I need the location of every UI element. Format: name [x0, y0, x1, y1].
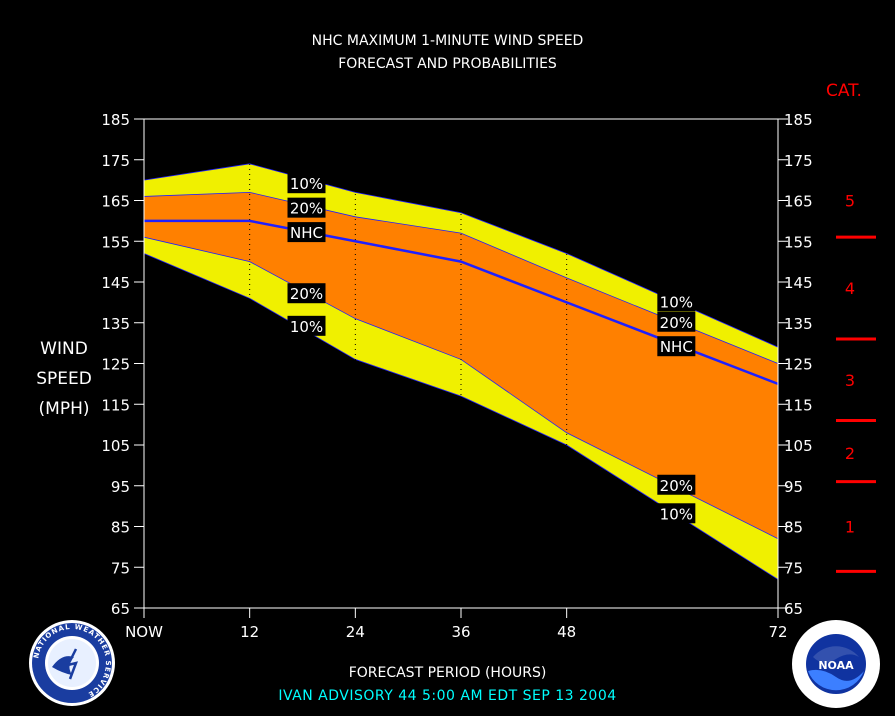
category-label: 4 [845, 279, 855, 298]
y-tick-label-left: 85 [111, 519, 130, 537]
y-tick-label-left: 115 [101, 396, 130, 414]
ylabel-line2: SPEED [36, 369, 92, 389]
y-tick-label-right: 65 [784, 600, 803, 618]
y-tick-label-right: 115 [784, 396, 813, 414]
ylabel-line3: (MPH) [38, 399, 90, 419]
y-tick-label-right: 95 [784, 478, 803, 496]
y-tick-label-right: 165 [784, 193, 813, 211]
annotation-box [287, 173, 326, 194]
y-tick-label-right: 135 [784, 315, 813, 333]
y-tick-label-left: 75 [111, 559, 130, 577]
annotation-label: 20% [290, 200, 323, 218]
annotation-label: 10% [660, 505, 693, 523]
annotation-label: 10% [290, 175, 323, 193]
noaa-logo-text: NOAA [818, 659, 854, 672]
y-tick-label-left: 175 [101, 152, 130, 170]
boundary-upper-10 [143, 163, 779, 348]
ylabel-line1: WIND [40, 339, 88, 359]
chart-subtitle: FORECAST AND PROBABILITIES [338, 56, 557, 72]
annotation-box [657, 503, 696, 524]
y-tick-label-left: 165 [101, 193, 130, 211]
boundary-upper-20 [143, 191, 779, 364]
annotation-label: 20% [660, 314, 693, 332]
boundary-lower-10 [143, 253, 779, 580]
annotation-label: NHC [660, 338, 693, 356]
category-label: 3 [845, 371, 855, 390]
x-tick-label: 36 [451, 623, 470, 641]
y-tick-label-left: 145 [101, 274, 130, 292]
annotation-box [287, 197, 326, 218]
y-tick-label-left: 185 [101, 111, 130, 129]
y-tick-label-right: 105 [784, 437, 813, 455]
advisory-line: IVAN ADVISORY 44 5:00 AM EDT SEP 13 2004 [278, 688, 617, 704]
y-tick-label-right: 125 [784, 356, 813, 374]
annotation-box [287, 283, 326, 304]
annotation-label: 20% [660, 477, 693, 495]
x-tick-label: 48 [557, 623, 576, 641]
annotation-box [657, 311, 696, 332]
noaa-logo-icon: NOAA [792, 620, 880, 708]
chart-title: NHC MAXIMUM 1-MINUTE WIND SPEED [311, 33, 584, 49]
y-tick-label-left: 95 [111, 478, 130, 496]
nws-logo-icon: NATIONAL WEATHER SERVICE [29, 620, 115, 706]
band-20-percent [144, 192, 778, 539]
y-tick-label-right: 155 [784, 233, 813, 251]
y-tick-label-right: 85 [784, 519, 803, 537]
x-tick-label: 12 [240, 623, 259, 641]
category-title: CAT. [826, 81, 862, 101]
y-tick-label-left: 135 [101, 315, 130, 333]
annotation-label: 10% [660, 293, 693, 311]
annotation-box [657, 474, 696, 495]
y-tick-label-left: 65 [111, 600, 130, 618]
y-tick-label-left: 155 [101, 233, 130, 251]
x-tick-label: 24 [346, 623, 365, 641]
y-tick-label-left: 105 [101, 437, 130, 455]
annotation-box [657, 291, 696, 312]
y-tick-label-right: 145 [784, 274, 813, 292]
y-tick-label-right: 185 [784, 111, 813, 129]
x-tick-label: 72 [768, 623, 787, 641]
annotation-label: 10% [290, 318, 323, 336]
annotation-label: 20% [290, 285, 323, 303]
nhc-forecast-line [144, 219, 779, 386]
boundary-lower-20 [143, 236, 779, 540]
y-tick-label-right: 75 [784, 559, 803, 577]
category-label: 1 [845, 518, 855, 537]
x-tick-label: NOW [125, 623, 163, 641]
category-label: 5 [845, 192, 855, 211]
y-tick-label-right: 175 [784, 152, 813, 170]
annotation-box [287, 315, 326, 336]
annotation-box [287, 222, 326, 243]
category-label: 2 [845, 444, 855, 463]
x-axis-label: FORECAST PERIOD (HOURS) [348, 665, 547, 681]
annotation-label: NHC [290, 224, 323, 242]
y-tick-label-left: 125 [101, 356, 130, 374]
annotation-box [657, 336, 696, 357]
